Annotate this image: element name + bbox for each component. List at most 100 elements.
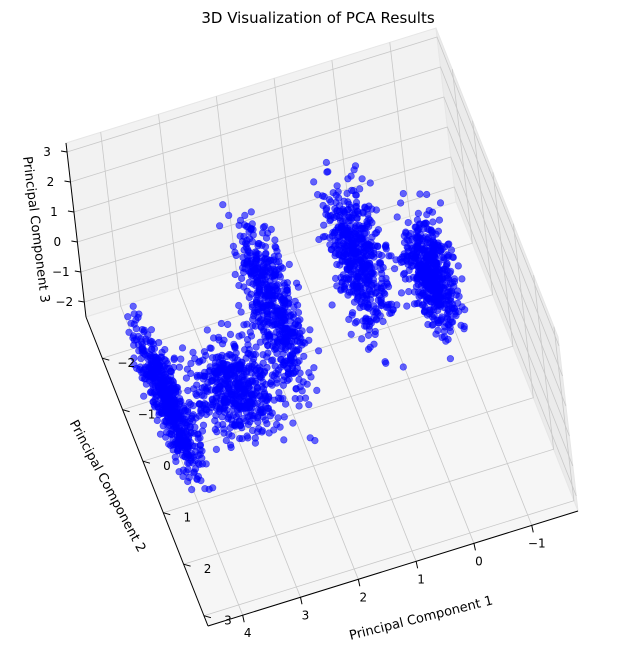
- scatter-point: [443, 259, 451, 268]
- scatter-point: [187, 369, 195, 378]
- scatter-point: [333, 182, 341, 190]
- scatter-point: [296, 316, 304, 324]
- scatter-point: [198, 460, 207, 468]
- grid-line-y: [203, 326, 575, 617]
- scatter-point: [407, 241, 415, 249]
- scatter-point: [285, 260, 293, 269]
- scatter-point: [172, 388, 180, 397]
- scatter-point: [338, 257, 346, 266]
- scatter-point: [247, 208, 255, 216]
- scatter-point: [272, 345, 280, 353]
- scatter-point: [157, 394, 165, 402]
- scatter-point: [231, 400, 239, 408]
- scatter-point: [346, 214, 354, 222]
- scatter-point: [245, 278, 253, 287]
- z-tick-label: 3: [43, 145, 51, 159]
- scatter-point: [149, 398, 157, 406]
- scatter-point: [414, 242, 422, 250]
- scatter-point: [127, 319, 135, 327]
- scatter-point: [226, 330, 235, 339]
- scatter-point: [294, 301, 302, 309]
- scatter-point: [150, 345, 159, 353]
- scatter-point: [414, 209, 423, 217]
- scatter-point: [158, 385, 166, 393]
- grid-line-y: [183, 275, 555, 565]
- scatter-point: [172, 399, 181, 408]
- y-tick-label: 0: [163, 459, 171, 473]
- scatter-point: [184, 465, 192, 474]
- scatter-point: [419, 301, 427, 309]
- scatter-point: [258, 395, 266, 404]
- scatter-point: [262, 337, 270, 346]
- scatter-point: [130, 341, 138, 349]
- scatter-point: [241, 211, 249, 219]
- scatter-point: [289, 369, 297, 377]
- scatter-point: [377, 294, 385, 303]
- scatter-point: [332, 191, 340, 199]
- scatter-point: [410, 300, 419, 308]
- scatter-point: [374, 226, 383, 234]
- scatter-point: [378, 251, 386, 260]
- scatter-point: [262, 402, 270, 410]
- scatter-point: [460, 325, 468, 333]
- scatter-point: [268, 409, 276, 417]
- z-tick: [78, 300, 85, 303]
- scatter-point: [219, 380, 227, 388]
- scatter-point: [248, 238, 256, 246]
- scatter-point: [225, 211, 233, 219]
- scatter-point: [193, 373, 201, 381]
- scatter-point: [294, 309, 303, 317]
- scatter-point: [334, 238, 342, 246]
- scatter-point: [328, 301, 336, 309]
- scatter-point: [279, 296, 287, 305]
- scatter-point: [416, 190, 424, 198]
- scatter-point: [236, 216, 245, 224]
- scatter-point: [351, 247, 359, 255]
- scatter-point: [359, 273, 367, 282]
- scatter-point: [242, 243, 250, 251]
- x-tick-label: 2: [359, 590, 367, 604]
- scatter-point: [153, 416, 161, 425]
- scatter-point: [245, 293, 253, 302]
- scatter-point: [289, 419, 297, 427]
- scatter-point: [246, 389, 255, 398]
- scatter-point: [248, 426, 257, 435]
- grid-line-z: [80, 156, 574, 467]
- scatter-point: [187, 400, 195, 408]
- scatter-point: [368, 281, 376, 289]
- scatter-point: [417, 292, 425, 300]
- scatter-point: [353, 232, 361, 240]
- scatter-point: [397, 289, 406, 297]
- scatter-point: [337, 222, 346, 230]
- scatter-point: [197, 407, 205, 415]
- scatter-point: [311, 437, 319, 445]
- scatter-point: [212, 445, 220, 454]
- scatter-point: [271, 362, 279, 370]
- scatter-point: [229, 411, 237, 420]
- scatter-point: [251, 439, 259, 447]
- grid-line-x: [158, 114, 301, 598]
- scatter-point: [188, 486, 196, 494]
- scatter-point: [147, 326, 155, 334]
- scatter-point: [357, 288, 365, 296]
- scatter-point: [319, 233, 327, 241]
- scatter-point: [428, 255, 436, 263]
- scatter-point: [169, 381, 178, 389]
- scatter-point: [190, 469, 198, 477]
- scatter-point: [247, 332, 256, 340]
- z-tick-label: −1: [52, 265, 70, 279]
- scatter-point: [263, 420, 271, 428]
- scatter-point: [184, 406, 192, 414]
- scatter-point: [242, 417, 250, 425]
- scatter-point: [235, 301, 243, 310]
- scatter-point: [354, 207, 362, 215]
- scatter-point: [251, 322, 259, 330]
- scatter-point: [244, 381, 252, 390]
- scatter-point: [220, 425, 228, 433]
- scatter-point: [432, 262, 440, 271]
- scatter-point: [366, 343, 374, 351]
- scatter-point: [262, 234, 271, 242]
- scatter-point: [222, 436, 230, 445]
- scatter-point: [254, 242, 262, 250]
- scatter-point: [207, 344, 215, 352]
